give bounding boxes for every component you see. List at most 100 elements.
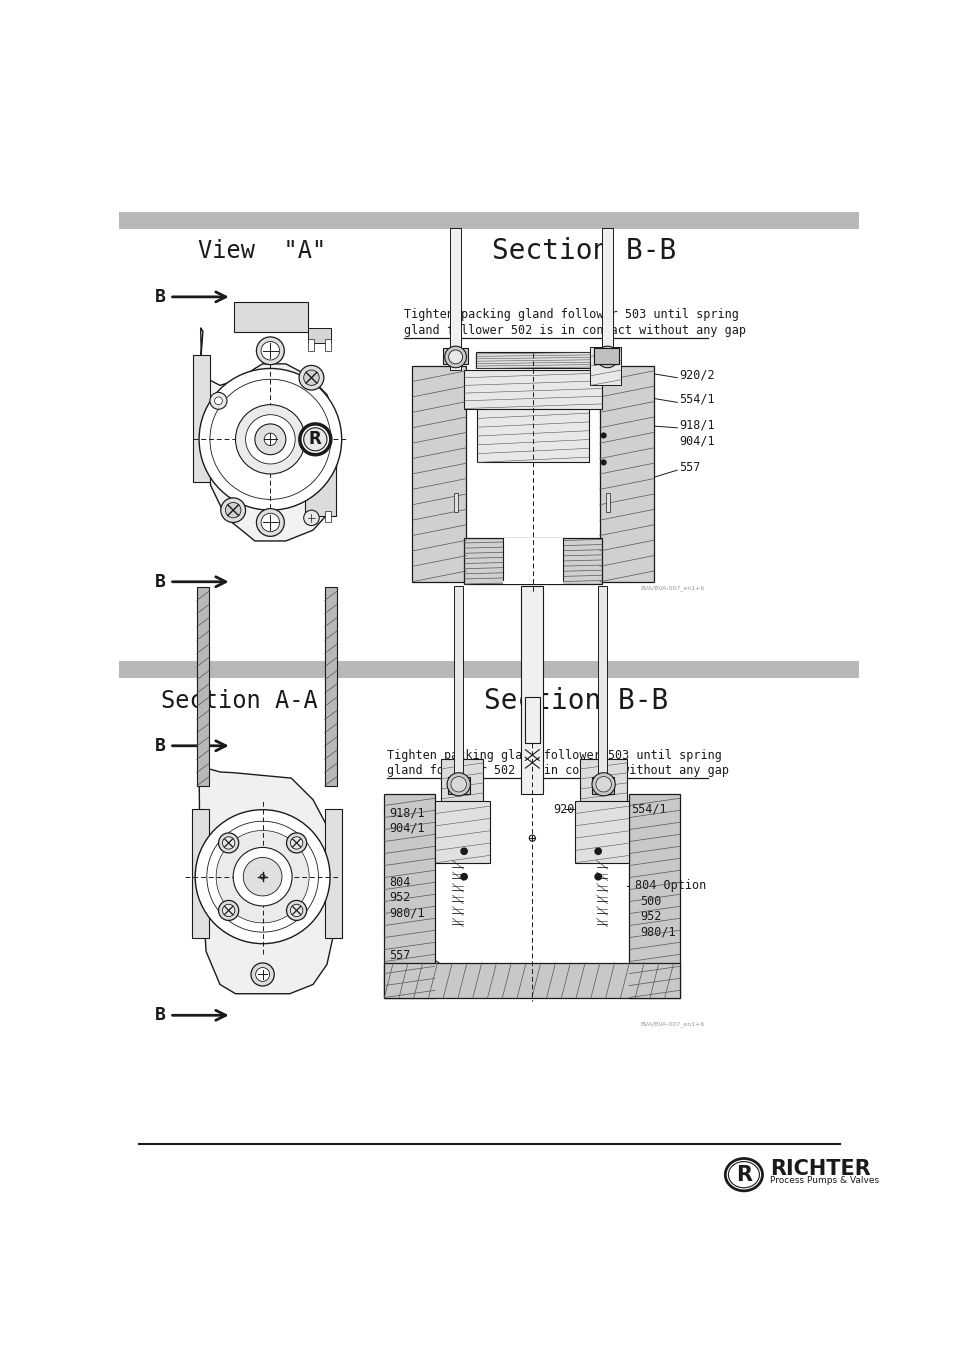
Bar bbox=[440, 759, 483, 809]
Bar bbox=[454, 493, 457, 512]
Bar bbox=[324, 339, 331, 351]
Text: 918/1: 918/1 bbox=[679, 419, 715, 431]
Circle shape bbox=[448, 350, 462, 363]
Bar bbox=[192, 809, 209, 939]
Circle shape bbox=[303, 511, 319, 526]
Circle shape bbox=[245, 415, 294, 463]
Circle shape bbox=[290, 904, 302, 916]
Bar bbox=[502, 538, 562, 584]
Circle shape bbox=[459, 873, 468, 881]
Circle shape bbox=[592, 773, 615, 796]
Text: 554/1: 554/1 bbox=[630, 802, 666, 816]
Text: gland follower 502 is in contact without any gap: gland follower 502 is in contact without… bbox=[386, 765, 728, 777]
Bar bbox=[324, 588, 336, 786]
Text: BVA/BVA-007_en1+6: BVA/BVA-007_en1+6 bbox=[639, 1021, 703, 1027]
Bar bbox=[324, 809, 341, 939]
Text: Section B-B: Section B-B bbox=[492, 236, 676, 265]
Circle shape bbox=[222, 836, 234, 848]
Circle shape bbox=[298, 365, 323, 390]
Circle shape bbox=[599, 432, 606, 439]
Text: 952: 952 bbox=[639, 911, 660, 923]
Text: 920/2: 920/2 bbox=[553, 802, 588, 816]
Bar bbox=[384, 963, 679, 997]
Text: B: B bbox=[154, 288, 166, 305]
Circle shape bbox=[220, 497, 245, 523]
Bar bbox=[464, 538, 601, 584]
Circle shape bbox=[207, 821, 318, 932]
Text: 904/1: 904/1 bbox=[679, 435, 715, 447]
Circle shape bbox=[256, 508, 284, 536]
Bar bbox=[307, 511, 314, 523]
Text: RICHTER: RICHTER bbox=[769, 1159, 870, 1179]
Text: 904/1: 904/1 bbox=[389, 821, 424, 835]
Circle shape bbox=[447, 773, 470, 796]
Bar bbox=[193, 354, 210, 482]
Polygon shape bbox=[200, 328, 337, 540]
Circle shape bbox=[303, 370, 319, 385]
Circle shape bbox=[286, 834, 306, 852]
Circle shape bbox=[599, 459, 606, 466]
Circle shape bbox=[218, 834, 238, 852]
Bar bbox=[447, 777, 469, 793]
Circle shape bbox=[459, 847, 468, 855]
Circle shape bbox=[235, 405, 305, 474]
Bar bbox=[592, 777, 613, 793]
Text: R: R bbox=[309, 431, 321, 449]
Circle shape bbox=[303, 428, 327, 451]
Circle shape bbox=[225, 503, 241, 517]
Bar bbox=[119, 661, 858, 678]
Bar bbox=[601, 227, 612, 370]
Text: 920/2: 920/2 bbox=[679, 367, 715, 381]
Bar bbox=[594, 349, 618, 363]
Bar bbox=[524, 697, 539, 743]
Circle shape bbox=[214, 397, 222, 405]
Text: 500: 500 bbox=[639, 894, 660, 908]
Circle shape bbox=[256, 336, 284, 365]
Text: 952: 952 bbox=[389, 890, 410, 904]
Text: 804: 804 bbox=[389, 875, 410, 889]
Bar bbox=[476, 401, 588, 462]
Text: Process Pumps & Valves: Process Pumps & Valves bbox=[769, 1177, 879, 1185]
Bar bbox=[119, 212, 858, 230]
Text: Section B-B: Section B-B bbox=[484, 688, 668, 715]
Bar bbox=[590, 347, 620, 385]
Circle shape bbox=[596, 346, 618, 367]
Ellipse shape bbox=[724, 1159, 761, 1190]
Bar bbox=[464, 370, 601, 408]
Circle shape bbox=[290, 836, 302, 848]
Ellipse shape bbox=[728, 1162, 759, 1188]
Circle shape bbox=[222, 904, 234, 916]
Text: BVA/BVA-007_en1+6: BVA/BVA-007_en1+6 bbox=[639, 585, 703, 590]
Circle shape bbox=[594, 873, 601, 881]
Circle shape bbox=[210, 392, 227, 409]
Circle shape bbox=[195, 809, 330, 943]
Circle shape bbox=[210, 380, 331, 500]
Text: View  "A": View "A" bbox=[198, 239, 327, 262]
Circle shape bbox=[444, 346, 466, 367]
Circle shape bbox=[199, 369, 341, 511]
Text: 557: 557 bbox=[679, 461, 700, 474]
Text: B: B bbox=[154, 573, 166, 590]
Circle shape bbox=[261, 342, 279, 359]
Circle shape bbox=[251, 963, 274, 986]
Bar bbox=[307, 339, 314, 351]
Circle shape bbox=[264, 434, 276, 446]
Text: 554/1: 554/1 bbox=[679, 393, 715, 405]
Bar bbox=[196, 588, 209, 786]
Circle shape bbox=[596, 777, 611, 792]
Text: gland follower 502 is in contact without any gap: gland follower 502 is in contact without… bbox=[404, 324, 745, 336]
Circle shape bbox=[233, 847, 292, 907]
Text: 980/1: 980/1 bbox=[389, 907, 424, 920]
Bar bbox=[579, 759, 626, 809]
Circle shape bbox=[594, 847, 601, 855]
Circle shape bbox=[218, 900, 238, 920]
Circle shape bbox=[599, 350, 614, 363]
Text: 980/1: 980/1 bbox=[639, 925, 675, 939]
Text: 918/1: 918/1 bbox=[389, 807, 424, 819]
Bar bbox=[412, 366, 466, 582]
Bar bbox=[307, 328, 331, 343]
Circle shape bbox=[299, 424, 331, 455]
Circle shape bbox=[261, 513, 279, 532]
Bar bbox=[233, 303, 307, 331]
Bar bbox=[384, 793, 435, 997]
